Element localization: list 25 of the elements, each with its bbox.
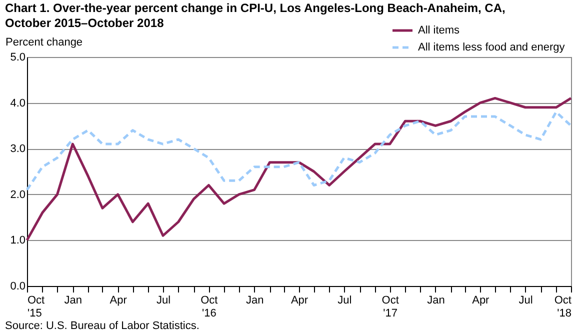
y-tick-label: 3.0 (10, 143, 26, 156)
x-tick-label: Jul (518, 294, 533, 306)
x-tick-label: Jan (64, 294, 82, 306)
x-tick-label: Oct '15 (28, 294, 45, 320)
x-tick-label: Oct '17 (382, 294, 399, 320)
x-tick-label: Apr (472, 294, 490, 306)
y-tick-label: 4.0 (10, 97, 26, 110)
x-tick-label: Oct '18 (554, 294, 572, 320)
y-tick-label: 1.0 (10, 234, 26, 247)
x-tick-label: Jul (338, 294, 352, 306)
x-tick-label: Jul (156, 294, 171, 306)
y-tick-label: 5.0 (10, 52, 26, 64)
x-tick-label: Jan (246, 294, 264, 306)
source-note: Source: U.S. Bureau of Labor Statistics. (5, 320, 200, 332)
x-tick-label: Apr (110, 294, 128, 306)
line-series (26, 110, 572, 192)
x-tick-label: Jan (427, 294, 445, 306)
line-series (26, 96, 572, 242)
y-axis-title: Percent change (6, 36, 83, 48)
x-tick-label: Oct '16 (200, 294, 218, 320)
legend-label: All items less food and energy (418, 42, 566, 54)
y-tick-label: 0.0 (10, 280, 26, 292)
x-tick-label: Apr (290, 294, 308, 306)
legend-label: All items (418, 24, 460, 36)
y-tick-label: 2.0 (10, 188, 26, 201)
